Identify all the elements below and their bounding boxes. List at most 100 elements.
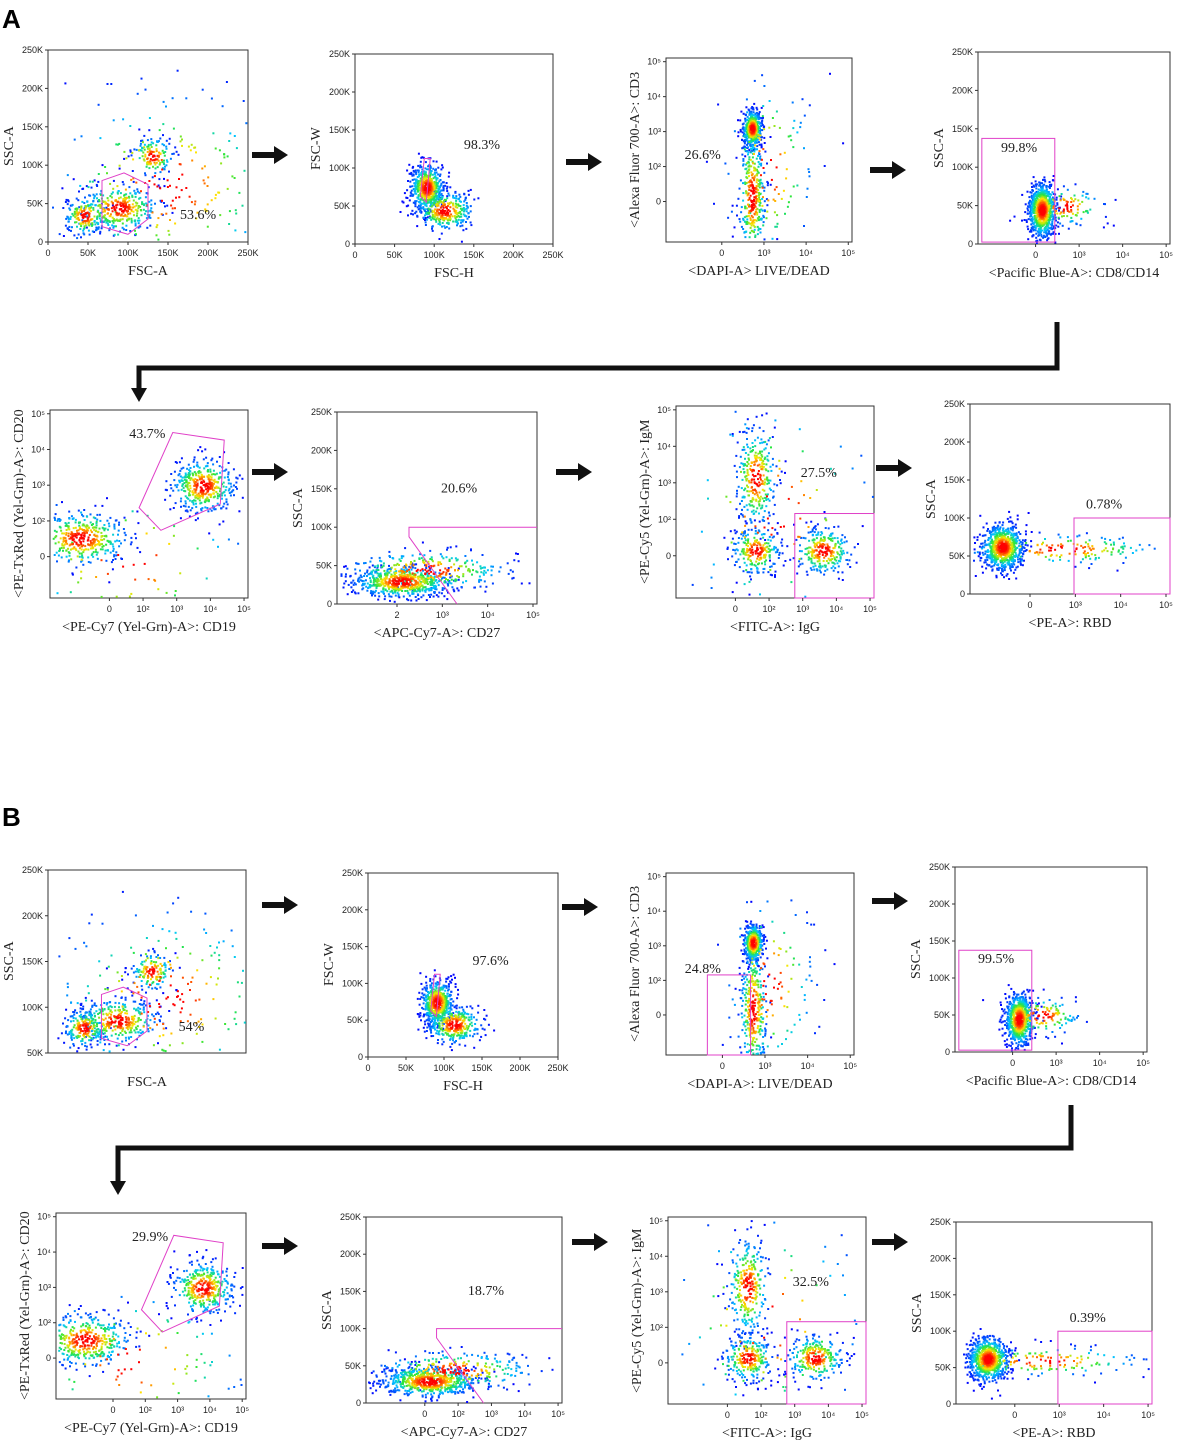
event-point xyxy=(1030,214,1033,217)
event-point xyxy=(60,556,63,559)
event-point xyxy=(402,595,405,598)
event-point xyxy=(135,148,138,151)
event-point xyxy=(222,481,225,484)
event-point xyxy=(452,588,455,591)
event-point xyxy=(103,200,106,203)
event-point xyxy=(117,219,120,222)
event-point xyxy=(96,518,99,521)
event-point xyxy=(747,142,749,145)
event-point xyxy=(424,208,427,211)
event-point xyxy=(98,212,101,215)
event-point xyxy=(412,174,415,177)
event-point xyxy=(372,581,375,584)
event-point xyxy=(218,465,221,468)
event-point xyxy=(433,198,436,201)
event-point xyxy=(469,210,472,213)
event-point xyxy=(448,202,451,205)
event-point xyxy=(130,178,133,181)
event-point xyxy=(161,161,164,163)
event-point xyxy=(52,206,54,209)
event-point xyxy=(442,576,445,579)
event-point xyxy=(74,221,76,224)
event-point xyxy=(431,217,434,220)
event-point xyxy=(105,217,108,220)
event-point xyxy=(171,199,174,202)
event-point xyxy=(218,493,221,496)
event-point xyxy=(122,228,125,231)
event-point xyxy=(148,154,151,157)
event-point xyxy=(435,594,438,597)
event-point xyxy=(104,202,107,205)
event-point xyxy=(752,117,755,120)
event-point xyxy=(196,479,199,482)
event-point xyxy=(359,574,362,577)
event-point xyxy=(156,224,159,227)
event-point xyxy=(68,218,70,220)
event-point xyxy=(746,134,749,137)
event-point xyxy=(410,212,413,215)
event-point xyxy=(149,216,152,219)
event-point xyxy=(226,155,229,158)
event-point xyxy=(161,167,164,170)
event-point xyxy=(54,542,57,545)
event-point xyxy=(760,158,763,161)
event-point xyxy=(441,181,444,184)
event-point xyxy=(375,570,378,573)
event-point xyxy=(436,177,439,180)
event-point xyxy=(1049,200,1051,203)
event-point xyxy=(492,565,494,568)
event-point xyxy=(215,485,218,488)
event-point xyxy=(424,590,427,593)
event-point xyxy=(749,144,752,147)
event-point xyxy=(427,193,430,196)
event-point xyxy=(204,493,207,496)
y-tick-label: 250K xyxy=(329,49,350,59)
event-point xyxy=(1039,189,1042,192)
event-point xyxy=(115,213,118,216)
event-point xyxy=(115,595,118,598)
event-point xyxy=(69,548,72,551)
event-point xyxy=(133,148,136,151)
event-point xyxy=(87,561,90,563)
event-point xyxy=(434,214,437,217)
event-point xyxy=(416,214,419,217)
event-point xyxy=(1055,224,1058,227)
event-point xyxy=(792,185,795,188)
event-point xyxy=(89,218,92,221)
event-point xyxy=(57,554,60,557)
event-point xyxy=(123,516,126,519)
event-point xyxy=(163,177,165,180)
event-point xyxy=(1047,191,1050,194)
event-point xyxy=(418,558,421,560)
event-point xyxy=(803,114,806,117)
event-point xyxy=(386,568,389,571)
event-point xyxy=(769,183,772,186)
event-point xyxy=(1035,242,1038,244)
event-point xyxy=(79,228,82,230)
event-point xyxy=(241,204,244,207)
event-point xyxy=(1030,218,1033,220)
event-point xyxy=(210,459,213,462)
event-point xyxy=(459,195,462,198)
event-point xyxy=(756,217,759,220)
event-point xyxy=(442,189,445,192)
event-point xyxy=(441,225,443,228)
event-point xyxy=(743,135,746,138)
event-point xyxy=(199,486,202,489)
event-point xyxy=(456,558,459,561)
event-point xyxy=(747,153,749,156)
event-point xyxy=(148,167,151,170)
event-point xyxy=(122,211,125,214)
event-point xyxy=(166,204,169,207)
event-point xyxy=(428,198,431,201)
event-point xyxy=(747,221,750,224)
event-point xyxy=(1026,212,1029,215)
y-tick-label: 10⁴ xyxy=(31,444,45,454)
event-point xyxy=(189,484,192,487)
event-point xyxy=(102,194,105,197)
event-point xyxy=(752,230,754,233)
event-point xyxy=(446,197,449,200)
event-point xyxy=(230,491,233,494)
event-point xyxy=(74,518,77,521)
event-point xyxy=(67,547,69,550)
